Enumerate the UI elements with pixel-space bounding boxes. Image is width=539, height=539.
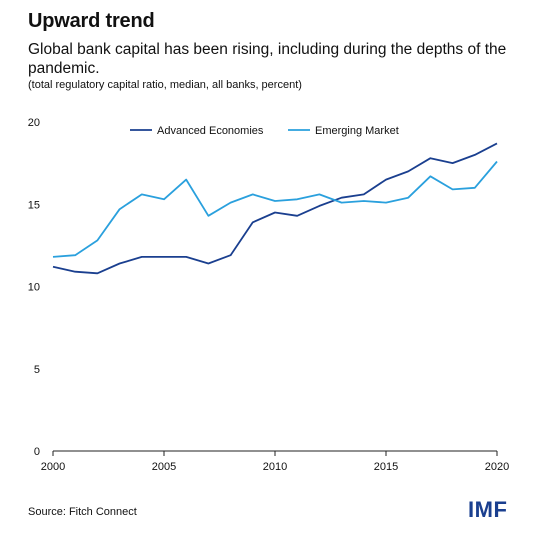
legend-label: Advanced Economies — [157, 125, 264, 137]
y-tick-label: 5 — [34, 364, 40, 376]
y-tick-label: 20 — [28, 117, 40, 129]
x-tick-label: 2005 — [152, 461, 176, 473]
x-tick-label: 2015 — [374, 461, 398, 473]
series-line-advanced-economies — [52, 142, 498, 275]
y-tick-label: 10 — [28, 282, 40, 294]
series-lines — [52, 142, 498, 275]
source-note: Source: Fitch Connect — [28, 506, 137, 518]
imf-logo: IMF — [468, 497, 508, 522]
x-tick-label: 2020 — [485, 461, 509, 473]
series-line-emerging-market — [52, 160, 498, 258]
legend: Advanced Economies Emerging Market — [130, 125, 399, 137]
chart-subtitle: Global bank capital has been rising, inc… — [28, 41, 507, 77]
chart-title: Upward trend — [28, 10, 155, 32]
x-tick-label: 2010 — [263, 461, 287, 473]
y-tick-label: 15 — [28, 199, 40, 211]
axes: 0 5 10 15 20 2000 2005 2010 2015 2020 — [28, 117, 509, 473]
x-tick-label: 2000 — [41, 461, 65, 473]
chart-units-note: (total regulatory capital ratio, median,… — [28, 79, 302, 91]
y-tick-label: 0 — [34, 446, 40, 458]
legend-label: Emerging Market — [315, 125, 399, 137]
